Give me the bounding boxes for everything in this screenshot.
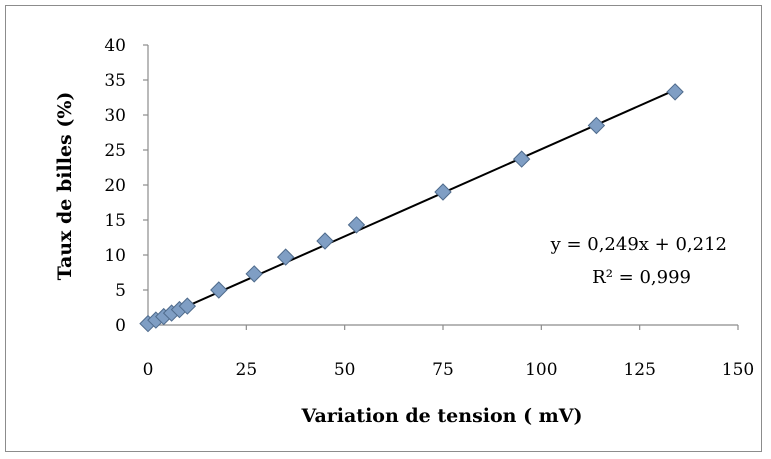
x-tick-label: 0 (143, 360, 154, 380)
data-point (210, 281, 228, 299)
x-tick-label: 50 (334, 360, 356, 380)
y-tick-label: 5 (115, 281, 126, 301)
trendline (147, 89, 676, 325)
y-tick-label: 35 (104, 71, 126, 91)
data-points (139, 83, 684, 333)
y-tick-label: 10 (104, 246, 126, 266)
x-tick-label: 125 (623, 360, 655, 380)
data-point (434, 183, 452, 201)
y-tick-label: 15 (104, 211, 126, 231)
y-tick-label: 30 (104, 106, 126, 126)
x-tick-label: 25 (236, 360, 258, 380)
y-tick-label: 20 (104, 176, 126, 196)
data-point (587, 116, 606, 135)
trendline-equation: y = 0,249x + 0,212 (550, 234, 727, 255)
data-point (316, 232, 334, 250)
x-tick-label: 75 (432, 360, 454, 380)
data-point (512, 150, 531, 168)
data-point (178, 297, 197, 315)
r-squared-label: R² = 0,999 (592, 267, 691, 288)
y-tick-labels: 0 5 10 15 20 25 30 35 40 (104, 36, 148, 336)
x-tick-labels: 0 25 50 75 100 125 150 (143, 325, 754, 380)
chart-frame (5, 5, 762, 452)
x-tick-label: 100 (525, 360, 557, 380)
y-axis-title: Taux de billes (%) (54, 92, 76, 281)
y-tick-label: 25 (104, 141, 126, 161)
y-tick-label: 0 (115, 316, 126, 336)
y-tick-label: 40 (104, 36, 126, 56)
data-point (276, 248, 295, 266)
data-point (347, 216, 366, 234)
data-point (666, 83, 684, 101)
x-axis-title: Variation de tension ( mV) (300, 405, 582, 427)
data-point (245, 265, 263, 283)
x-tick-label: 150 (722, 360, 754, 380)
